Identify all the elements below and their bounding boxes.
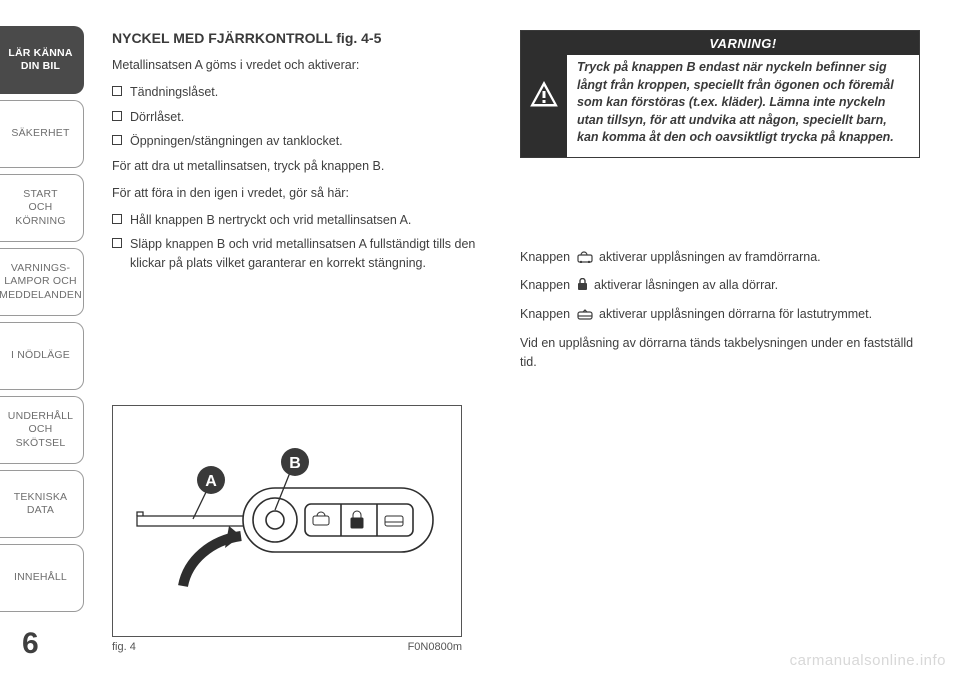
bullet-text: Öppningen/stängningen av tanklocket. xyxy=(130,132,500,151)
bullet-item: Öppningen/stängningen av tanklocket. xyxy=(112,132,500,151)
warning-icon xyxy=(521,31,567,157)
sidebar-tab[interactable]: START OCH KÖRNING xyxy=(0,174,84,242)
right-para-3: Knappen aktiverar upplåsningen dörrarna … xyxy=(520,305,920,326)
bullet-text: Håll knappen B nertryckt och vrid metall… xyxy=(130,211,500,230)
bullet-item: Tändningslåset. xyxy=(112,83,500,102)
body-line: För att föra in den igen i vredet, gör s… xyxy=(112,184,500,203)
bullet-mark-icon xyxy=(112,238,122,248)
bullet-mark-icon xyxy=(112,86,122,96)
sidebar-tab[interactable]: LÄR KÄNNA DIN BIL xyxy=(0,26,84,94)
section-heading: NYCKEL MED FJÄRRKONTROLL fig. 4-5 xyxy=(112,30,500,46)
sidebar-tab[interactable]: I NÖDLÄGE xyxy=(0,322,84,390)
sidebar-tab[interactable]: SÄKERHET xyxy=(0,100,84,168)
lock-icon xyxy=(577,278,588,297)
figure-label-b: B xyxy=(289,455,301,472)
left-column: NYCKEL MED FJÄRRKONTROLL fig. 4-5 Metall… xyxy=(112,30,500,279)
watermark: carmanualsonline.info xyxy=(790,652,946,669)
bullet-mark-icon xyxy=(112,135,122,145)
bullet-mark-icon xyxy=(112,111,122,121)
bullet-item: Håll knappen B nertryckt och vrid metall… xyxy=(112,211,500,230)
figure-code: F0N0800m xyxy=(408,641,462,653)
bullet-item: Dörrlåset. xyxy=(112,108,500,127)
sidebar-tab[interactable]: UNDERHÅLL OCH SKÖTSEL xyxy=(0,396,84,464)
page-number: 6 xyxy=(22,627,39,661)
figure-image: A B xyxy=(112,405,462,637)
bullet-item: Släpp knappen B och vrid metallinsatsen … xyxy=(112,235,500,273)
bullet-text: Dörrlåset. xyxy=(130,108,500,127)
bullet-mark-icon xyxy=(112,214,122,224)
right-para-2: Knappen aktiverar låsningen av alla dörr… xyxy=(520,276,920,297)
warning-body: Tryck på knappen B endast när nyckeln be… xyxy=(567,55,919,157)
sidebar-tabs: LÄR KÄNNA DIN BILSÄKERHETSTART OCH KÖRNI… xyxy=(0,26,84,618)
figure-caption: fig. 4 xyxy=(112,641,136,653)
trunk-icon xyxy=(577,307,593,326)
figure-4: A B fig. 4 F0N0800m xyxy=(112,405,462,653)
intro-text: Metallinsatsen A göms i vredet och aktiv… xyxy=(112,56,500,75)
sidebar-tab[interactable]: TEKNISKA DATA xyxy=(0,470,84,538)
bullet-text: Tändningslåset. xyxy=(130,83,500,102)
body-line: För att dra ut metallinsatsen, tryck på … xyxy=(112,157,500,176)
figure-label-a: A xyxy=(205,473,217,490)
right-para-1: Knappen aktiverar upplåsningen av framdö… xyxy=(520,248,920,269)
bullet-text: Släpp knappen B och vrid metallinsatsen … xyxy=(130,235,500,273)
warning-box: VARNING! Tryck på knappen B endast när n… xyxy=(520,30,920,158)
sidebar-tab[interactable]: INNEHÅLL xyxy=(0,544,84,612)
sidebar-tab[interactable]: VARNINGS- LAMPOR OCH MEDDELANDEN xyxy=(0,248,84,316)
warning-title: VARNING! xyxy=(567,31,919,55)
unlock-car-icon xyxy=(577,250,593,269)
right-para-4: Vid en upplåsning av dörrarna tänds takb… xyxy=(520,334,920,372)
right-column: VARNING! Tryck på knappen B endast när n… xyxy=(520,30,920,379)
